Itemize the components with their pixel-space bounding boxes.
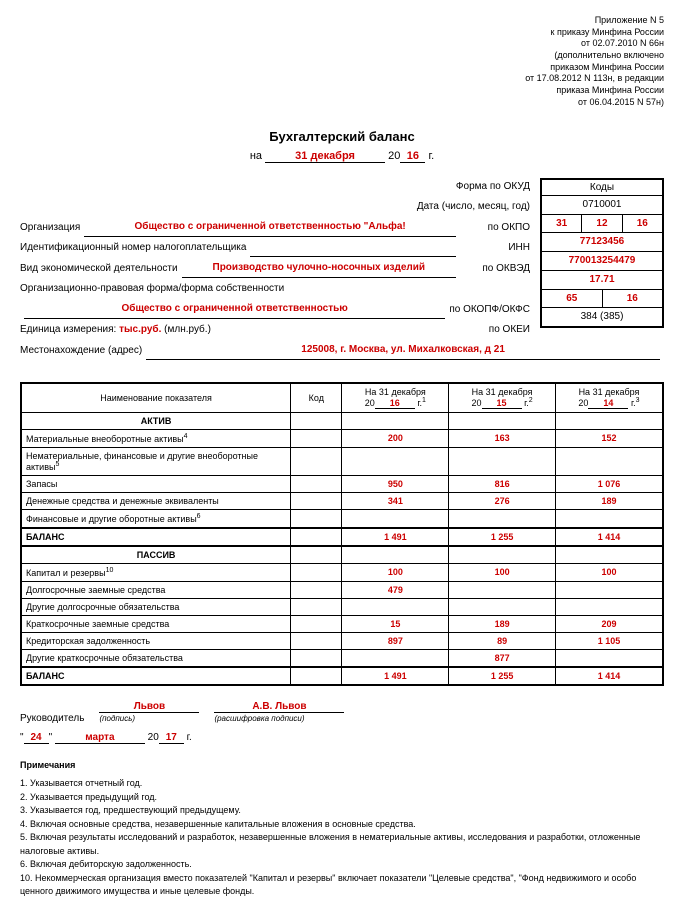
note-item: 1. Указывается отчетный год. [20,777,664,791]
date-line: на 31 декабря 2016 г. [20,150,664,163]
code-okei: 384 (385) [542,308,662,326]
appendix-line: от 17.08.2012 N 113н, в редакции [20,73,664,85]
balance-row: БАЛАНС1 4911 2551 414 [21,667,663,685]
table-row: Нематериальные, финансовые и другие внео… [21,447,663,475]
th-name: Наименование показателя [21,383,291,413]
appendix-line: (дополнительно включено [20,50,664,62]
note-item: 5. Включая результаты исследований и раз… [20,831,664,858]
table-row: Другие краткосрочные обязательства877 [21,649,663,667]
balance-table: Наименование показателя Код На 31 декабр… [20,382,664,686]
note-item: 4. Включая основные средства, незавершен… [20,818,664,832]
note-item: 10. Некоммерческая организация вместо по… [20,872,664,899]
code-okud: 0710001 [542,196,662,215]
table-row: Капитал и резервы10100100100 [21,563,663,581]
appendix-line: от 02.07.2010 N 66н [20,38,664,50]
th-col1: На 31 декабря 2016 г.1 [342,383,449,413]
section-row: АКТИВ [21,412,663,429]
code-date: 31 12 16 [542,215,662,233]
balance-row: БАЛАНС1 4911 2551 414 [21,528,663,546]
code-inn: 770013254479 [542,252,662,271]
appendix-line: приказа Минфина России [20,85,664,97]
note-item: 2. Указывается предыдущий год. [20,791,664,805]
section-row: ПАССИВ [21,546,663,564]
code-okpo: 77123456 [542,233,662,252]
table-row: Запасы9508161 076 [21,475,663,492]
th-col2: На 31 декабря 2015 г.2 [449,383,556,413]
codes-box: Коды 0710001 31 12 16 77123456 770013254… [540,178,664,328]
th-code: Код [291,383,342,413]
codes-header: Коды [542,180,662,196]
table-row: Другие долгосрочные обязательства [21,598,663,615]
table-row: Краткосрочные заемные средства15189209 [21,615,663,632]
table-row: Долгосрочные заемные средства479 [21,581,663,598]
code-okopf: 65 16 [542,290,662,308]
table-row: Кредиторская задолженность897891 105 [21,632,663,649]
appendix-line: от 06.04.2015 N 57н) [20,97,664,109]
appendix-header: Приложение N 5к приказу Минфина Россииот… [20,15,664,109]
appendix-line: к приказу Минфина России [20,27,664,39]
table-row: Финансовые и другие оборотные активы6 [21,509,663,528]
th-col3: На 31 декабря 2014 г.3 [555,383,663,413]
doc-title: Бухгалтерский баланс [20,129,664,144]
signature-section: Руководитель Львов (подпись) А.В. Львов … [20,701,664,744]
notes-section: Примечания 1. Указывается отчетный год.2… [20,759,664,899]
appendix-line: Приложение N 5 [20,15,664,27]
appendix-line: приказом Минфина России [20,62,664,74]
note-item: 3. Указывается год, предшествующий преды… [20,804,664,818]
table-row: Материальные внеоборотные активы42001631… [21,429,663,447]
table-row: Денежные средства и денежные эквиваленты… [21,492,663,509]
code-okved: 17.71 [542,271,662,290]
note-item: 6. Включая дебиторскую задолженность. [20,858,664,872]
